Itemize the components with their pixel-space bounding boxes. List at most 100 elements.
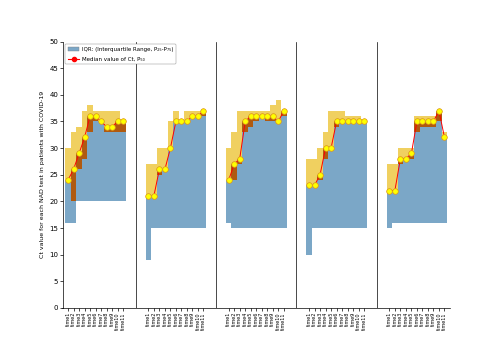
Bar bbox=[420, 121, 425, 127]
Bar bbox=[362, 121, 367, 228]
Bar bbox=[146, 164, 151, 196]
Bar bbox=[264, 111, 270, 116]
Bar bbox=[334, 111, 340, 121]
Bar bbox=[312, 159, 318, 185]
Bar bbox=[226, 180, 232, 223]
Bar bbox=[392, 191, 398, 223]
Bar bbox=[178, 121, 184, 228]
Bar bbox=[442, 137, 447, 223]
Bar bbox=[436, 111, 442, 121]
Bar bbox=[93, 116, 98, 121]
Bar bbox=[195, 111, 200, 116]
Bar bbox=[318, 175, 323, 180]
Bar bbox=[350, 121, 356, 228]
Bar bbox=[110, 132, 115, 201]
Bar bbox=[195, 116, 200, 228]
Bar bbox=[93, 121, 98, 201]
Bar bbox=[162, 148, 168, 170]
Bar bbox=[248, 127, 254, 228]
Bar bbox=[242, 132, 248, 228]
Bar bbox=[82, 111, 87, 137]
Bar bbox=[276, 121, 281, 228]
Bar bbox=[168, 121, 173, 148]
Bar bbox=[408, 159, 414, 223]
Bar bbox=[436, 121, 442, 223]
Bar bbox=[173, 111, 178, 121]
Bar bbox=[334, 127, 340, 228]
Bar bbox=[156, 148, 162, 170]
Bar bbox=[323, 148, 328, 159]
Bar bbox=[430, 121, 436, 127]
Bar bbox=[237, 111, 242, 159]
Bar bbox=[71, 132, 76, 170]
Bar bbox=[104, 132, 110, 201]
Bar bbox=[442, 132, 447, 137]
Bar bbox=[82, 159, 87, 201]
Bar bbox=[318, 148, 323, 175]
Bar bbox=[312, 185, 318, 228]
Bar bbox=[200, 116, 206, 228]
Bar bbox=[98, 121, 104, 201]
Bar bbox=[76, 170, 82, 201]
Bar bbox=[151, 164, 156, 196]
Bar bbox=[425, 121, 430, 127]
Bar bbox=[254, 116, 259, 121]
Bar bbox=[420, 116, 425, 121]
Bar bbox=[408, 153, 414, 159]
Bar bbox=[248, 111, 254, 116]
Bar bbox=[356, 116, 362, 121]
Bar bbox=[237, 159, 242, 164]
Bar bbox=[350, 116, 356, 121]
Bar bbox=[398, 159, 403, 164]
Bar bbox=[115, 121, 120, 132]
Bar bbox=[425, 127, 430, 223]
Bar bbox=[82, 137, 87, 159]
Bar bbox=[232, 164, 237, 180]
Bar bbox=[248, 116, 254, 127]
Bar bbox=[104, 111, 110, 127]
Bar bbox=[306, 159, 312, 185]
Bar bbox=[232, 132, 237, 164]
Bar bbox=[340, 121, 345, 228]
Bar bbox=[259, 111, 264, 116]
Bar bbox=[276, 100, 281, 121]
Bar bbox=[323, 132, 328, 148]
Y-axis label: Ct value for each NAD test in patients with COVID-19: Ct value for each NAD test in patients w… bbox=[40, 91, 45, 258]
Bar bbox=[345, 121, 350, 228]
Bar bbox=[104, 127, 110, 132]
Bar bbox=[162, 170, 168, 228]
Bar bbox=[403, 148, 408, 159]
Bar bbox=[151, 196, 156, 228]
Bar bbox=[398, 148, 403, 159]
Bar bbox=[71, 201, 76, 223]
Bar bbox=[76, 127, 82, 153]
Bar bbox=[403, 159, 408, 223]
Bar bbox=[264, 121, 270, 228]
Bar bbox=[156, 170, 162, 175]
Bar bbox=[270, 106, 276, 116]
Bar bbox=[115, 132, 120, 201]
Bar bbox=[71, 170, 76, 201]
Bar bbox=[386, 191, 392, 228]
Bar bbox=[306, 185, 312, 255]
Bar bbox=[328, 111, 334, 148]
Bar bbox=[115, 111, 120, 121]
Bar bbox=[242, 111, 248, 121]
Bar bbox=[98, 111, 104, 121]
Bar bbox=[328, 148, 334, 228]
Bar bbox=[386, 164, 392, 191]
Bar bbox=[254, 111, 259, 116]
Bar bbox=[156, 175, 162, 228]
Bar bbox=[270, 121, 276, 228]
Bar bbox=[254, 121, 259, 228]
Bar bbox=[259, 116, 264, 228]
Bar bbox=[226, 148, 232, 180]
Bar bbox=[110, 127, 115, 132]
Bar bbox=[318, 180, 323, 228]
Bar bbox=[334, 121, 340, 127]
Bar bbox=[88, 116, 93, 132]
Bar bbox=[430, 116, 436, 121]
Bar bbox=[88, 106, 93, 116]
Bar bbox=[184, 121, 190, 228]
Bar bbox=[425, 116, 430, 121]
